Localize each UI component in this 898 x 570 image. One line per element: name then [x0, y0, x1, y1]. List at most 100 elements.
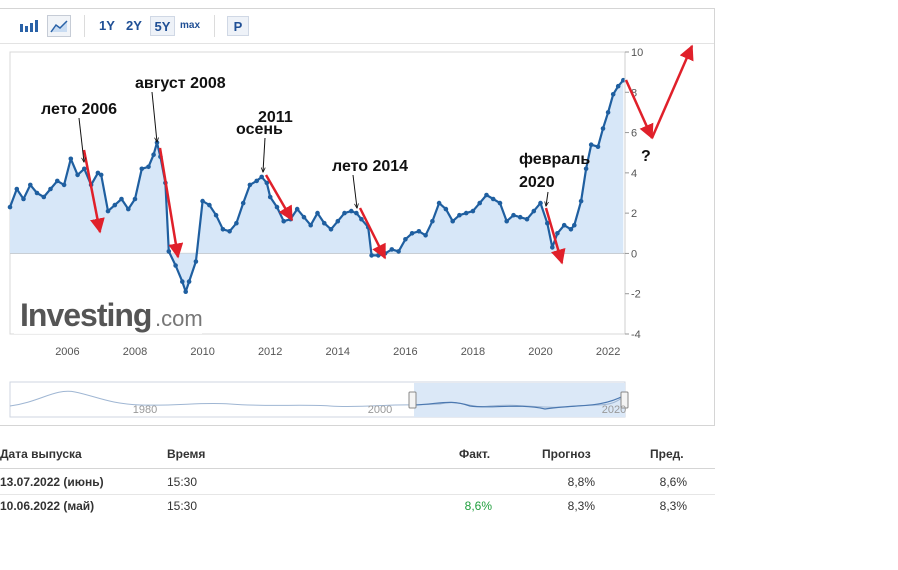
- data-point[interactable]: [568, 227, 574, 232]
- data-point[interactable]: [213, 212, 219, 218]
- navigator[interactable]: 1980 2000 2020: [9, 381, 629, 418]
- data-point[interactable]: [376, 253, 381, 258]
- data-point[interactable]: [274, 204, 280, 210]
- area-chart-icon[interactable]: [47, 15, 71, 37]
- data-point[interactable]: [443, 206, 449, 212]
- data-point[interactable]: [41, 194, 47, 200]
- data-point[interactable]: [180, 279, 185, 284]
- range-1y-button[interactable]: 1Y: [99, 18, 115, 33]
- data-point[interactable]: [511, 212, 516, 218]
- data-point[interactable]: [572, 222, 577, 228]
- data-point[interactable]: [119, 196, 124, 202]
- data-point[interactable]: [504, 218, 510, 224]
- navigator-right-handle[interactable]: [620, 391, 629, 409]
- data-point[interactable]: [151, 152, 156, 157]
- data-point[interactable]: [416, 229, 422, 234]
- navigator-selection[interactable]: [414, 383, 625, 417]
- data-point[interactable]: [605, 110, 611, 115]
- data-point[interactable]: [227, 229, 232, 234]
- data-point[interactable]: [200, 198, 205, 204]
- data-point[interactable]: [484, 192, 489, 198]
- data-point[interactable]: [308, 222, 314, 228]
- data-point[interactable]: [254, 178, 259, 184]
- data-point[interactable]: [28, 182, 33, 188]
- data-point[interactable]: [112, 202, 118, 208]
- data-point[interactable]: [578, 198, 584, 204]
- data-point[interactable]: [450, 218, 456, 224]
- data-point[interactable]: [335, 218, 341, 224]
- data-point[interactable]: [369, 253, 374, 258]
- data-point[interactable]: [98, 172, 104, 178]
- data-point[interactable]: [7, 204, 13, 210]
- data-point[interactable]: [105, 208, 111, 214]
- data-point[interactable]: [430, 218, 435, 224]
- data-point[interactable]: [600, 126, 606, 131]
- data-point[interactable]: [610, 92, 616, 97]
- data-point[interactable]: [328, 227, 334, 232]
- data-point[interactable]: [166, 249, 172, 254]
- data-point[interactable]: [470, 208, 476, 214]
- range-5y-button[interactable]: 5Y: [150, 16, 175, 36]
- data-point[interactable]: [615, 83, 621, 89]
- data-point[interactable]: [234, 220, 239, 226]
- data-point[interactable]: [423, 233, 428, 238]
- data-point[interactable]: [595, 144, 601, 149]
- data-point[interactable]: [301, 214, 307, 220]
- data-point[interactable]: [463, 210, 469, 216]
- data-point[interactable]: [48, 186, 53, 192]
- p-button[interactable]: P: [227, 16, 249, 36]
- data-point[interactable]: [531, 208, 537, 214]
- data-point[interactable]: [538, 200, 543, 206]
- data-point[interactable]: [588, 142, 594, 147]
- data-point[interactable]: [545, 220, 550, 226]
- data-point[interactable]: [555, 231, 560, 236]
- data-point[interactable]: [132, 196, 138, 202]
- data-point[interactable]: [477, 200, 483, 206]
- range-2y-button[interactable]: 2Y: [126, 18, 142, 33]
- data-point[interactable]: [240, 200, 246, 206]
- data-point[interactable]: [342, 210, 347, 216]
- data-point[interactable]: [583, 166, 589, 172]
- data-point[interactable]: [126, 206, 131, 212]
- data-point[interactable]: [281, 218, 287, 224]
- data-point[interactable]: [61, 182, 67, 188]
- data-point[interactable]: [396, 249, 401, 254]
- data-point[interactable]: [389, 247, 395, 252]
- data-point[interactable]: [247, 182, 253, 188]
- data-point[interactable]: [349, 208, 354, 214]
- data-point[interactable]: [264, 180, 270, 186]
- data-point[interactable]: [403, 237, 408, 242]
- data-point[interactable]: [550, 245, 555, 250]
- range-max-button[interactable]: max: [179, 20, 200, 31]
- data-point[interactable]: [146, 164, 151, 170]
- data-point[interactable]: [34, 190, 40, 196]
- data-point[interactable]: [561, 222, 567, 228]
- data-point[interactable]: [267, 194, 273, 200]
- data-point[interactable]: [139, 166, 145, 172]
- data-point[interactable]: [75, 172, 80, 178]
- data-point[interactable]: [55, 178, 60, 184]
- data-point[interactable]: [186, 279, 192, 284]
- data-point[interactable]: [497, 200, 503, 206]
- data-point[interactable]: [354, 210, 359, 216]
- data-point[interactable]: [294, 206, 300, 212]
- data-point[interactable]: [359, 216, 364, 222]
- data-point[interactable]: [193, 259, 199, 264]
- data-point[interactable]: [259, 174, 265, 180]
- navigator-left-handle[interactable]: [408, 391, 417, 409]
- data-point[interactable]: [517, 214, 523, 220]
- data-point[interactable]: [436, 200, 442, 206]
- data-point[interactable]: [322, 220, 327, 226]
- data-point[interactable]: [524, 216, 530, 222]
- data-point[interactable]: [95, 170, 101, 176]
- data-point[interactable]: [183, 289, 188, 295]
- data-point[interactable]: [173, 263, 178, 268]
- data-point[interactable]: [621, 77, 626, 83]
- data-point[interactable]: [207, 202, 212, 208]
- data-point[interactable]: [409, 231, 415, 236]
- data-point[interactable]: [82, 166, 87, 172]
- data-point[interactable]: [490, 196, 496, 202]
- data-point[interactable]: [14, 186, 20, 192]
- data-point[interactable]: [457, 212, 462, 218]
- data-point[interactable]: [220, 227, 226, 232]
